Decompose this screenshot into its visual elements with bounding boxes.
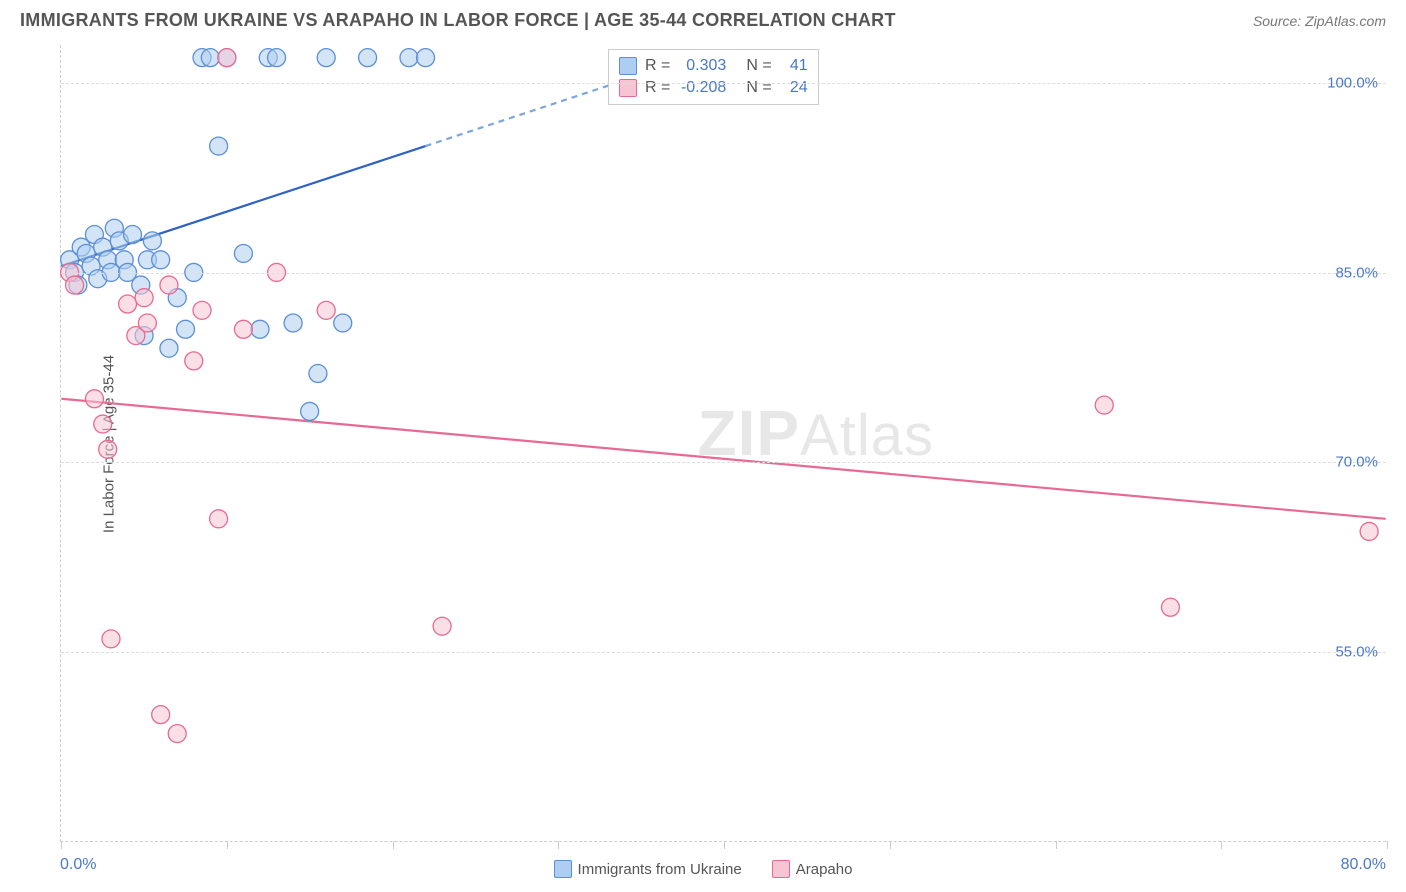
y-tick-label: 70.0% bbox=[1335, 454, 1378, 471]
data-point bbox=[176, 320, 194, 338]
data-point bbox=[138, 314, 156, 332]
plot-svg bbox=[61, 45, 1386, 841]
data-point bbox=[135, 289, 153, 307]
data-point bbox=[94, 415, 112, 433]
data-point bbox=[102, 630, 120, 648]
y-tick-label: 100.0% bbox=[1327, 74, 1378, 91]
data-point bbox=[160, 276, 178, 294]
data-point bbox=[417, 49, 435, 67]
data-point bbox=[185, 352, 203, 370]
chart-title: IMMIGRANTS FROM UKRAINE VS ARAPAHO IN LA… bbox=[20, 10, 896, 31]
data-point bbox=[168, 725, 186, 743]
gridline bbox=[61, 273, 1386, 274]
data-point bbox=[234, 320, 252, 338]
data-point bbox=[334, 314, 352, 332]
stat-r-label: R = bbox=[645, 57, 670, 75]
x-tick bbox=[1221, 841, 1222, 849]
legend-swatch bbox=[772, 860, 790, 878]
plot-area: ZIPAtlas R =0.303N =41R =-0.208N =24 55.… bbox=[60, 45, 1386, 842]
data-point bbox=[317, 49, 335, 67]
data-point bbox=[210, 510, 228, 528]
legend: Immigrants from Ukraine Arapaho bbox=[0, 860, 1406, 878]
legend-item: Arapaho bbox=[772, 860, 853, 878]
data-point bbox=[301, 402, 319, 420]
data-point bbox=[66, 276, 84, 294]
x-tick bbox=[1387, 841, 1388, 849]
data-point bbox=[1161, 598, 1179, 616]
data-point bbox=[359, 49, 377, 67]
gridline bbox=[61, 462, 1386, 463]
x-tick bbox=[393, 841, 394, 849]
data-point bbox=[234, 244, 252, 262]
x-tick bbox=[227, 841, 228, 849]
trend-line bbox=[61, 399, 1385, 519]
legend-label: Immigrants from Ukraine bbox=[578, 861, 742, 878]
data-point bbox=[268, 49, 286, 67]
data-point bbox=[284, 314, 302, 332]
data-point bbox=[309, 365, 327, 383]
legend-swatch bbox=[619, 79, 637, 97]
x-tick bbox=[558, 841, 559, 849]
stat-r-label: R = bbox=[645, 79, 670, 97]
data-point bbox=[99, 440, 117, 458]
stats-row: R = 0.303 N = 41 bbox=[619, 55, 808, 77]
stat-n-label: N = bbox=[746, 57, 771, 75]
data-point bbox=[85, 390, 103, 408]
data-point bbox=[152, 706, 170, 724]
x-tick bbox=[724, 841, 725, 849]
legend-swatch bbox=[619, 57, 637, 75]
data-point bbox=[317, 301, 335, 319]
data-point bbox=[143, 232, 161, 250]
legend-label: Arapaho bbox=[796, 861, 853, 878]
data-point bbox=[193, 301, 211, 319]
data-point bbox=[152, 251, 170, 269]
x-tick bbox=[61, 841, 62, 849]
y-tick-label: 85.0% bbox=[1335, 264, 1378, 281]
data-point bbox=[160, 339, 178, 357]
x-tick bbox=[1056, 841, 1057, 849]
chart-source: Source: ZipAtlas.com bbox=[1253, 13, 1386, 29]
legend-item: Immigrants from Ukraine bbox=[554, 860, 742, 878]
stat-r-value: 0.303 bbox=[678, 57, 726, 75]
data-point bbox=[119, 295, 137, 313]
stat-n-value: 41 bbox=[780, 57, 808, 75]
stats-box: R = 0.303 N = 41 R = -0.208 N = 24 bbox=[608, 49, 819, 105]
legend-swatch bbox=[554, 860, 572, 878]
data-point bbox=[124, 226, 142, 244]
data-point bbox=[1095, 396, 1113, 414]
stat-n-label: N = bbox=[746, 79, 771, 97]
data-point bbox=[251, 320, 269, 338]
stats-row: R = -0.208 N = 24 bbox=[619, 77, 808, 99]
chart-container: In Labor Force | Age 35-44 ZIPAtlas R =0… bbox=[50, 45, 1386, 842]
chart-header: IMMIGRANTS FROM UKRAINE VS ARAPAHO IN LA… bbox=[0, 0, 1406, 37]
data-point bbox=[218, 49, 236, 67]
x-tick bbox=[890, 841, 891, 849]
gridline bbox=[61, 652, 1386, 653]
data-point bbox=[210, 137, 228, 155]
data-point bbox=[1360, 522, 1378, 540]
stat-r-value: -0.208 bbox=[678, 79, 726, 97]
data-point bbox=[433, 617, 451, 635]
gridline bbox=[61, 83, 1386, 84]
data-point bbox=[400, 49, 418, 67]
data-point bbox=[201, 49, 219, 67]
y-tick-label: 55.0% bbox=[1335, 644, 1378, 661]
stat-n-value: 24 bbox=[780, 79, 808, 97]
